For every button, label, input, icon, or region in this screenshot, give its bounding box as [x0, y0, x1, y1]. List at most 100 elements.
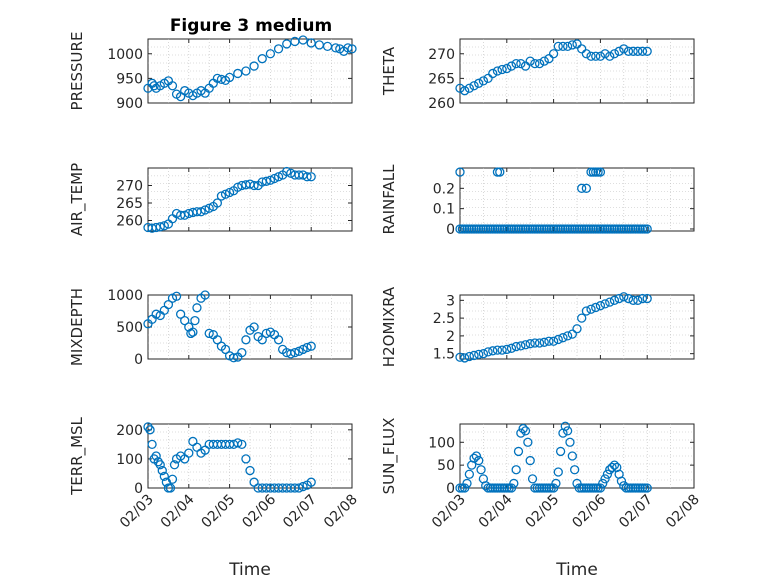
data-point — [273, 44, 284, 54]
data-point — [616, 476, 627, 486]
data-point — [204, 328, 214, 339]
x-tick-label: 02/08 — [321, 492, 361, 532]
data-point — [282, 166, 292, 177]
x-tick-label: 02/07 — [280, 492, 320, 532]
data-point — [506, 61, 517, 71]
data-point — [623, 46, 634, 56]
data-point — [186, 328, 196, 339]
x-tick-label: 02/03 — [429, 492, 469, 532]
data-point — [534, 58, 545, 69]
data-point — [483, 347, 493, 357]
data-point — [511, 58, 521, 69]
data-point — [513, 446, 524, 457]
y-tick-label: 0 — [446, 481, 455, 497]
data-point — [553, 467, 563, 477]
data-point — [633, 46, 643, 56]
data-point — [497, 345, 507, 355]
data-point — [273, 335, 284, 345]
data-point — [607, 462, 617, 473]
data-point — [642, 224, 652, 234]
data-point — [539, 56, 549, 66]
y-tick-label: 0 — [446, 222, 455, 238]
data-point — [595, 301, 606, 311]
data-point — [642, 46, 652, 56]
data-point — [570, 465, 580, 475]
data-point — [180, 210, 190, 220]
data-point — [567, 40, 577, 50]
x-tick-label: 02/04 — [158, 491, 198, 531]
data-point — [581, 183, 592, 193]
x-tick-label: 02/05 — [199, 492, 239, 532]
data-point — [602, 469, 613, 479]
data-point — [460, 353, 470, 363]
data-point — [249, 180, 259, 191]
data-point — [623, 293, 634, 304]
data-point — [474, 349, 484, 360]
data-point — [153, 457, 163, 467]
y-tick-label: 50 — [437, 458, 455, 474]
data-point — [237, 439, 247, 450]
data-point — [637, 293, 648, 304]
data-point — [516, 58, 526, 69]
data-point — [502, 344, 512, 355]
y-tick-label: 500 — [116, 320, 143, 336]
data-point — [212, 335, 223, 345]
y-tick-label: 1000 — [107, 47, 143, 63]
data-point — [548, 336, 559, 346]
y-axis-label: PRESSURE — [68, 32, 86, 111]
data-point — [165, 483, 176, 493]
data-point — [628, 46, 638, 56]
data-point — [497, 64, 507, 75]
data-point — [577, 44, 587, 54]
data-point — [233, 182, 243, 192]
data-point — [527, 474, 538, 484]
data-point — [511, 341, 521, 352]
x-axis-label: Time — [555, 560, 598, 580]
data-point — [249, 322, 259, 332]
data-point — [294, 483, 304, 493]
data-point — [562, 426, 573, 436]
data-point — [544, 54, 554, 64]
data-point — [488, 68, 498, 79]
data-point — [455, 352, 465, 362]
y-axis-label: RAINFALL — [380, 164, 398, 235]
y-tick-label: 100 — [428, 435, 455, 451]
y-tick-label: 2 — [446, 329, 455, 345]
data-point — [474, 455, 484, 466]
y-tick-label: 900 — [116, 96, 143, 112]
data-point — [460, 86, 470, 96]
data-point — [157, 465, 167, 476]
subplot-pressure: 900 950 1000 PRESSURE — [68, 32, 357, 112]
data-point — [273, 172, 284, 182]
y-tick-label: 265 — [116, 196, 143, 212]
y-axis-label: AIR_TEMP — [68, 163, 87, 236]
data-point — [525, 339, 535, 349]
y-tick-label: 0.1 — [433, 202, 455, 218]
subplot-terr_msl: 0 100 200 02/03 02/04 02/05 02/06 02/07 02/08 TER… — [68, 416, 361, 580]
data-point — [560, 421, 570, 431]
data-point — [145, 425, 155, 435]
data-point — [241, 66, 251, 76]
data-point — [233, 438, 243, 448]
data-point — [483, 73, 493, 84]
data-point — [605, 297, 615, 307]
data-point — [516, 428, 526, 438]
data-point — [200, 205, 210, 215]
figure-title: Figure 3 medium — [170, 16, 332, 36]
data-point — [548, 483, 559, 493]
data-point — [600, 49, 610, 59]
data-point — [525, 455, 535, 466]
data-point — [212, 198, 223, 208]
y-axis-label: MIXDEPTH — [68, 288, 86, 366]
data-point — [609, 460, 620, 470]
data-point — [180, 315, 190, 326]
data-point — [539, 337, 549, 347]
data-point — [455, 83, 465, 93]
data-point — [143, 422, 153, 432]
data-point — [595, 51, 606, 61]
data-point — [167, 474, 178, 484]
data-point — [460, 483, 470, 493]
y-tick-label: 265 — [428, 71, 455, 87]
data-point — [257, 54, 267, 64]
data-point — [581, 306, 592, 316]
